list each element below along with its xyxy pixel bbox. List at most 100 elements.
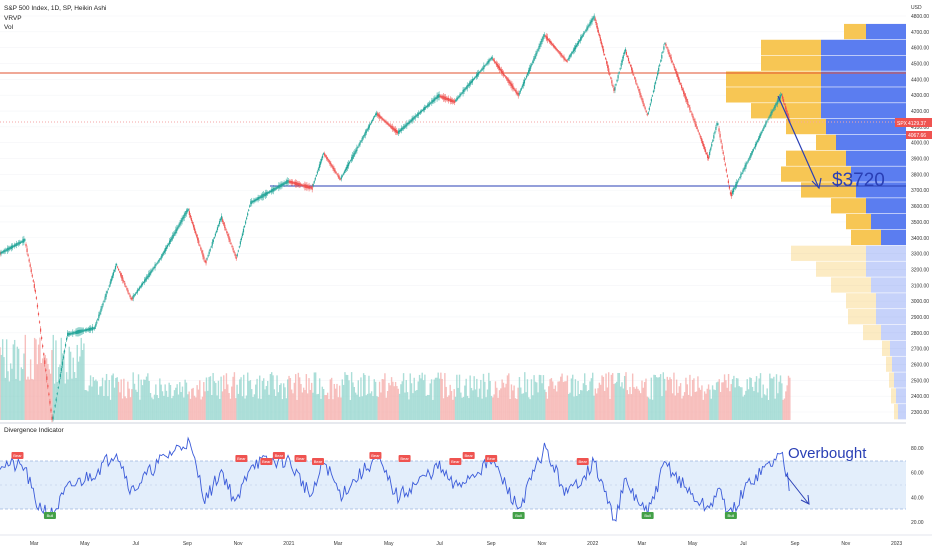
volume-bar [289,378,292,420]
volume-bar [588,390,590,420]
price-candle [507,78,509,82]
price-candle [68,332,70,336]
price-candle [556,48,558,51]
volume-bar [350,372,353,420]
volume-bar [420,378,422,420]
vp-down-row [781,166,851,182]
vp-down-row [863,324,881,341]
volume-bar [674,395,676,420]
volume-bar [476,378,478,420]
price-candle [695,124,697,127]
volume-bar [328,399,330,420]
volume-bar [113,387,116,420]
price-candle [116,266,119,268]
price-candle [683,90,685,94]
price-candle [653,85,656,89]
price-candle [468,82,470,86]
volume-bar [173,390,176,420]
price-candle [447,97,450,102]
volume-bar [65,372,68,420]
volume-bar [105,373,108,420]
volume-bar [20,367,23,420]
price-candle [654,81,657,84]
volume-bar [422,380,425,420]
volume-bar [577,380,579,420]
volume-bar [613,383,615,420]
price-candle [69,332,71,335]
price-candle [238,246,240,248]
volume-bar [442,398,445,420]
x-tick-label: 2022 [587,541,598,547]
price-series [0,13,791,423]
volume-bar [536,382,538,420]
price-candle [727,180,729,183]
price-candle [628,61,631,64]
y-tick-label: 4200.00 [911,109,929,115]
volume-bar [558,381,561,420]
price-candle [64,344,67,347]
price-candle [356,147,358,151]
volume-bar [39,337,41,420]
price-candle [606,60,608,64]
volume-bar [99,386,101,420]
price-candle [702,143,705,147]
volume-bar [618,372,621,420]
price-candle [488,59,490,63]
projection-arrow[interactable] [777,95,819,187]
volume-bar [127,381,129,420]
price-candle [286,180,288,184]
volume-bar [557,381,559,420]
price-candle [782,99,785,103]
price-candle [657,72,659,76]
volume-bar [237,393,240,420]
volume-bar [326,392,329,420]
volume-bar [11,368,13,420]
price-candle [632,70,634,74]
price-axis[interactable] [906,0,932,550]
vp-up-row [846,150,906,166]
price-candle [736,182,738,186]
x-axis-labels[interactable]: Mar May Jul Sep Nov 2021 Mar May Jul Sep Nov 2022 Ma… [30,541,903,547]
volume-bar [35,339,37,420]
x-tick-label: Jul [132,541,138,547]
price-candle [658,67,660,72]
volume-bar [306,393,309,420]
price-candle [580,37,582,41]
price-candle [145,278,147,281]
volume-bar [685,377,687,420]
price-candle [667,49,669,52]
price-candle [396,131,399,134]
price-candle [324,153,326,156]
price-candle [114,266,117,270]
volume-bar [80,337,82,420]
volume-bar [280,383,282,420]
volume-bar [787,375,790,420]
volume-bar [703,391,706,420]
volume-bar [368,375,370,420]
volume-bar [480,379,482,420]
volume-bar [338,385,341,420]
price-candle [756,140,759,143]
price-candle [268,191,271,193]
price-candle [62,356,65,359]
price-candle [306,184,308,189]
volume-bar [283,383,285,420]
price-candle [711,143,713,147]
volume-bar [590,378,593,420]
volume-bar [252,397,254,420]
price-candle [762,129,764,132]
volume-bar [763,394,766,420]
price-candle [498,66,501,71]
volume-bar [73,372,76,420]
volume-bar [625,372,627,420]
y-tick-label: 3200.00 [911,267,929,273]
price-candle [84,329,86,332]
price-candle [512,85,514,90]
price-candle [768,117,770,119]
price-candle [745,163,747,167]
price-candle [701,140,703,144]
price-candle [211,241,213,246]
price-candle [717,123,719,125]
volume-bar [221,391,224,420]
